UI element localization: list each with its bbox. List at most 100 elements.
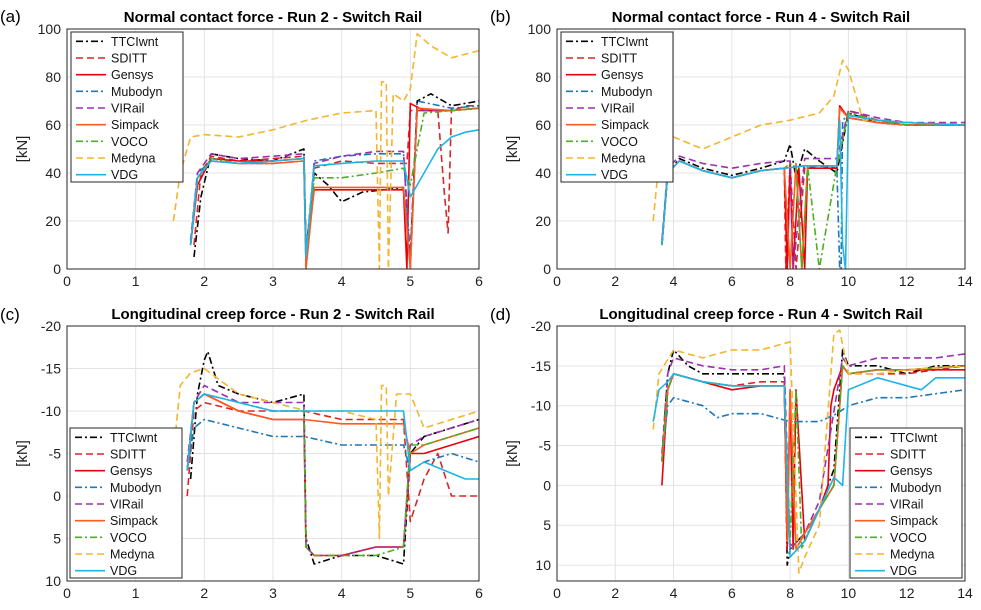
chart-4-panel-label: (d): [490, 305, 511, 324]
chart-3-ylabel: [kN]: [14, 440, 31, 467]
chart-1-legend-label-mubodyn: Mubodyn: [111, 85, 162, 99]
chart-1-series-voco: [189, 107, 479, 258]
chart-1-series-ttciwnt: [193, 93, 479, 258]
chart-1-legend-label-vdg: VDG: [111, 168, 138, 182]
chart-3-series-group: [172, 350, 479, 565]
chart-4-series-voco: [661, 364, 965, 550]
chart-4-ytick-label: 10: [535, 557, 551, 573]
chart-4-legend-label-voco: VOCO: [890, 531, 927, 545]
chart-4-axes-frame: [556, 325, 966, 582]
chart-1-ytick-label: 0: [53, 261, 61, 277]
chart-2-ytick-label: 60: [535, 117, 551, 133]
chart-3-legend-label-virail: VIRail: [110, 498, 143, 512]
chart-3-xtick-label: 2: [200, 585, 208, 601]
chart-3-xtick-label: 3: [269, 585, 277, 601]
chart-4-legend-label-sditt: SDITT: [890, 448, 926, 462]
chart-2-xtick-label: 12: [899, 273, 915, 289]
chart-3-ytick-label: -5: [49, 446, 62, 462]
chart-1-xtick-label: 2: [200, 273, 208, 289]
chart-1-legend-box: [70, 31, 184, 183]
chart-4-series-group: [652, 329, 965, 574]
chart-1-series-virail: [189, 107, 479, 269]
chart-4-ytick-label: -10: [531, 398, 551, 414]
chart-4-legend-label-medyna: Medyna: [890, 548, 935, 562]
chart-3-title: Longitudinal creep force - Run 2 - Switc…: [111, 306, 434, 323]
chart-3-legend-label-medyna: Medyna: [110, 548, 155, 562]
chart-3-xtick-label: 1: [132, 585, 140, 601]
chart-2-ytick-label: 20: [535, 213, 551, 229]
chart-1-ytick-label: 40: [45, 165, 61, 181]
chart-2-series-ttciwnt: [661, 112, 965, 246]
chart-4-legend-label-vdg: VDG: [890, 564, 917, 578]
chart-2-legend-label-vdg: VDG: [601, 168, 628, 182]
chart-4-xtick-label: 6: [728, 585, 736, 601]
chart-3-legend-label-ttciwnt: TTCIwnt: [110, 431, 158, 445]
chart-2-xtick-label: 10: [841, 273, 857, 289]
chart-2-ytick-label: 80: [535, 69, 551, 85]
chart-1-title: Normal contact force - Run 2 - Switch Ra…: [124, 9, 422, 26]
chart-4-legend-label-simpack: Simpack: [890, 514, 939, 528]
chart-1-xtick-label: 3: [269, 273, 277, 289]
chart-2-xtick-label: 14: [957, 273, 973, 289]
chart-4-title: Longitudinal creep force - Run 4 - Switc…: [599, 306, 922, 323]
chart-3-legend-box: [69, 427, 183, 579]
chart-3-axes-frame: [66, 325, 480, 582]
chart-3-ytick-label: -15: [41, 361, 61, 377]
chart-4-ytick-label: -15: [531, 358, 551, 374]
chart-4-xtick-label: 2: [611, 585, 619, 601]
chart-2-xtick-label: 8: [786, 273, 794, 289]
chart-2-ytick-label: 0: [543, 261, 551, 277]
chart-1-legend: TTCIwnt SDITT Gensys Mubodyn VIRail Simpack VO…: [70, 31, 184, 183]
chart-4-xtick-label: 8: [786, 585, 794, 601]
chart-3-series-virail: [186, 384, 479, 557]
chart-2: (b) 0 2 4 6 8 10 12 14 0 20 40 60 80 100 Normal contact…: [490, 7, 973, 289]
chart-3-legend-label-mubodyn: Mubodyn: [110, 481, 161, 495]
chart-3-ytick-label: 5: [53, 531, 61, 547]
chart-1-legend-label-gensys: Gensys: [111, 68, 153, 82]
chart-2-legend-label-gensys: Gensys: [601, 68, 643, 82]
chart-4-series-mubodyn: [661, 389, 965, 462]
chart-4-series-vdg: [652, 372, 965, 558]
chart-3: (c) 0 1 2 3 4 5 6 -20 -15 -10 -5 0 5 10 Longitudinal cr…: [0, 305, 483, 601]
chart-3-ytick-label: -20: [41, 318, 61, 334]
chart-3-legend-label-gensys: Gensys: [110, 464, 152, 478]
chart-2-ytick-label: 40: [535, 165, 551, 181]
chart-3-ytick-label: 0: [53, 488, 61, 504]
chart-3-legend-label-simpack: Simpack: [110, 514, 159, 528]
chart-2-panel-label: (b): [490, 7, 511, 26]
chart-3-legend-label-sditt: SDITT: [110, 448, 146, 462]
chart-3-ytick-label: -10: [41, 403, 61, 419]
chart-4-series-medyna: [652, 329, 965, 574]
chart-3-series-ttciwnt: [189, 350, 479, 565]
chart-1-series-medyna: [172, 32, 479, 269]
chart-4-legend-label-ttciwnt: TTCIwnt: [890, 431, 938, 445]
chart-4-series-virail: [661, 353, 965, 550]
chart-2-legend-label-medyna: Medyna: [601, 152, 646, 166]
chart-2-title: Normal contact force - Run 4 - Switch Ra…: [612, 9, 910, 26]
chart-2-xtick-label: 6: [728, 273, 736, 289]
chart-1-panel-label: (a): [0, 7, 21, 26]
chart-1-ylabel: [kN]: [14, 136, 31, 163]
chart-1-xtick-label: 5: [406, 273, 414, 289]
chart-4-xtick-label: 14: [957, 585, 973, 601]
chart-2-legend-label-ttciwnt: TTCIwnt: [601, 35, 649, 49]
chart-3-legend-label-voco: VOCO: [110, 531, 147, 545]
chart-4-legend-label-virail: VIRail: [890, 498, 923, 512]
chart-2-series-vdg: [661, 114, 965, 269]
chart-2-legend-label-virail: VIRail: [601, 102, 634, 116]
chart-3-series-medyna: [172, 367, 479, 540]
chart-2-xtick-label: 2: [611, 273, 619, 289]
chart-2-legend-label-simpack: Simpack: [601, 118, 650, 132]
chart-4-xtick-label: 0: [553, 585, 561, 601]
chart-1-ytick-label: 60: [45, 117, 61, 133]
chart-4-ytick-label: 0: [543, 477, 551, 493]
chart-1-legend-label-medyna: Medyna: [111, 152, 156, 166]
chart-1-xtick-label: 6: [475, 273, 483, 289]
chart-2-legend-box: [560, 31, 674, 183]
chart-2-legend-label-mubodyn: Mubodyn: [601, 85, 652, 99]
chart-1-legend-label-sditt: SDITT: [111, 52, 147, 66]
chart-1-legend-label-voco: VOCO: [111, 135, 148, 149]
chart-3-xtick-label: 0: [63, 585, 71, 601]
